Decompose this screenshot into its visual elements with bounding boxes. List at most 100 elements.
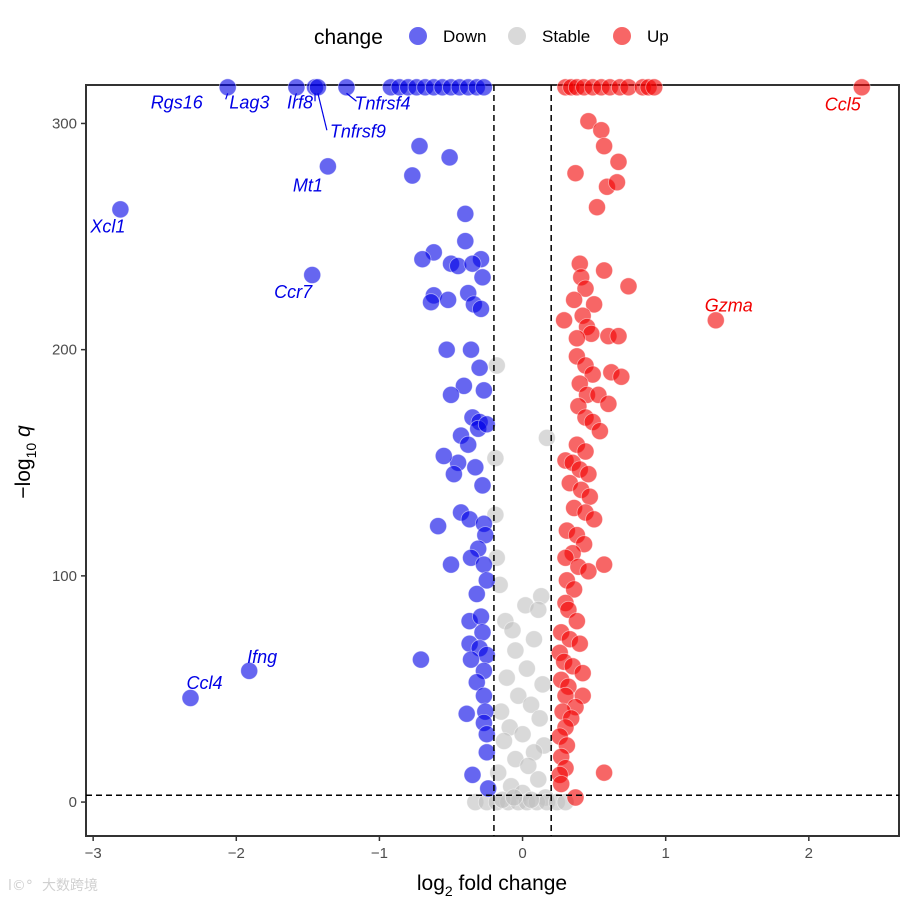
gene-label-ccr7: Ccr7	[274, 282, 313, 302]
gene-label-tnfrsf9: Tnfrsf9	[330, 121, 386, 141]
point-down	[457, 704, 476, 723]
point-up	[556, 548, 575, 567]
point-down	[410, 137, 429, 156]
point-down	[474, 381, 493, 400]
gene-label-mt1: Mt1	[293, 175, 323, 195]
x-tick-label: −3	[85, 845, 102, 862]
point-down	[470, 358, 489, 377]
leader-tnfrsf9	[317, 93, 328, 131]
y-axis-title: −log10 q	[12, 425, 39, 499]
point-up	[591, 422, 609, 441]
point-stable	[529, 770, 548, 789]
point-down	[444, 465, 463, 484]
legend-key-up	[613, 27, 631, 45]
point-up	[608, 173, 626, 192]
legend-label-up: Up	[647, 27, 669, 46]
point-up	[583, 365, 602, 384]
point-up	[568, 329, 586, 348]
gene-label-ccl5: Ccl5	[825, 94, 862, 114]
point-down	[337, 78, 356, 97]
point-down	[181, 689, 200, 707]
point-down	[459, 435, 478, 454]
point-up	[595, 261, 613, 280]
point-down	[474, 686, 493, 705]
watermark-logo-text: l©°	[8, 878, 33, 894]
point-up	[579, 562, 598, 581]
y-tick-label: 0	[69, 794, 77, 811]
legend: change Down Stable Up	[314, 26, 669, 49]
point-up	[579, 112, 598, 131]
point-down	[440, 148, 459, 167]
watermark-text: 大数跨境	[42, 877, 98, 893]
point-up	[552, 775, 571, 793]
gene-annotations: Rgs16 Lag3 Irf8 Tnfrsf4 Tnfrsf9 Mt1 Xcl1 Ccr7 If…	[89, 92, 861, 693]
point-down	[318, 157, 337, 176]
y-axis-title-q: q	[12, 425, 35, 443]
point-down	[287, 78, 306, 97]
y-tick-label: 100	[52, 568, 77, 585]
point-up	[595, 555, 613, 574]
x-axis-title-rest: fold change	[453, 872, 567, 895]
point-down	[474, 78, 493, 97]
point-down	[477, 571, 496, 590]
gene-label-irf8: Irf8	[287, 92, 313, 112]
y-axis-title-log: −log	[12, 458, 35, 498]
x-axis-title-log: log	[417, 872, 445, 895]
point-down	[429, 517, 448, 535]
point-stable	[530, 709, 549, 728]
point-stable	[509, 686, 528, 705]
point-stable	[522, 695, 540, 714]
point-down	[477, 725, 496, 744]
point-down	[474, 555, 493, 574]
point-up	[609, 327, 628, 346]
point-down	[463, 254, 482, 273]
point-down	[462, 340, 480, 359]
point-down	[462, 650, 480, 669]
point-stable	[487, 356, 506, 375]
legend-title: change	[314, 26, 383, 49]
point-down	[477, 646, 496, 664]
gene-label-gzma: Gzma	[705, 295, 753, 315]
point-stable	[533, 675, 552, 694]
point-stable	[518, 659, 536, 678]
leader-lag3	[293, 93, 297, 100]
x-tick-label: 2	[805, 845, 813, 862]
point-down	[240, 662, 259, 680]
legend-key-down	[409, 27, 427, 45]
point-down	[472, 299, 490, 318]
x-axis-title: log2 fold change	[417, 872, 567, 899]
point-up	[645, 78, 664, 97]
point-up	[706, 311, 725, 330]
point-down	[479, 779, 498, 798]
x-tick-label: −2	[228, 845, 245, 862]
point-up	[565, 290, 583, 309]
point-up	[595, 137, 613, 156]
point-stable	[505, 788, 523, 807]
point-up	[580, 487, 599, 506]
point-up	[619, 277, 638, 296]
point-down	[473, 476, 492, 495]
gene-label-tnfrsf4: Tnfrsf4	[355, 93, 411, 113]
point-up	[612, 367, 631, 386]
x-tick-label: 1	[662, 845, 670, 862]
point-up	[599, 394, 618, 413]
point-down	[456, 232, 475, 251]
point-up	[585, 510, 603, 529]
y-axis-title-base: 10	[23, 443, 39, 459]
point-up	[595, 763, 613, 782]
point-down	[422, 293, 440, 312]
point-up	[565, 580, 583, 599]
points-layer	[111, 78, 871, 811]
point-stable	[506, 641, 525, 660]
point-up	[852, 78, 871, 97]
point-stable	[538, 428, 556, 447]
point-stable	[529, 600, 548, 619]
gene-label-ifng: Ifng	[247, 647, 277, 667]
point-down	[454, 376, 473, 395]
point-down	[303, 266, 322, 284]
leader-tnfrsf4	[346, 92, 357, 102]
point-down	[467, 585, 486, 603]
point-up	[568, 612, 586, 630]
point-stable	[525, 630, 543, 649]
point-stable	[495, 732, 513, 750]
